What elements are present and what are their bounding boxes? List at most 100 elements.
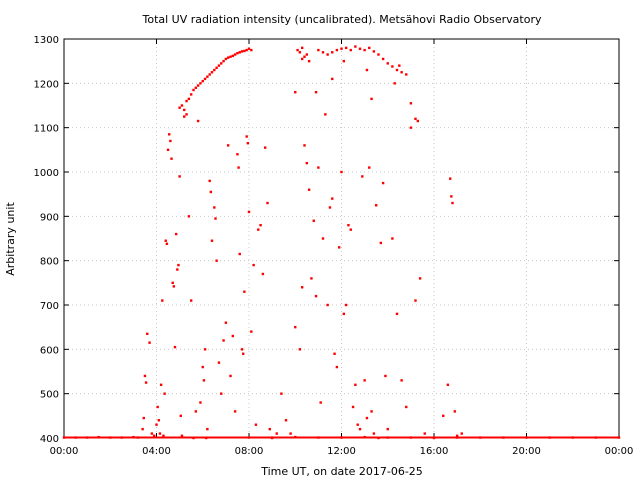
data-point bbox=[331, 51, 334, 54]
data-point bbox=[361, 175, 364, 178]
data-point bbox=[370, 410, 373, 413]
data-point bbox=[368, 46, 371, 50]
data-point bbox=[156, 405, 159, 409]
data-point bbox=[250, 48, 253, 52]
data-point bbox=[423, 432, 426, 435]
data-point bbox=[259, 224, 262, 227]
data-point bbox=[201, 79, 204, 83]
data-point bbox=[165, 242, 169, 246]
data-point bbox=[326, 53, 329, 56]
data-point bbox=[146, 332, 149, 336]
data-point bbox=[215, 259, 218, 262]
data-point bbox=[189, 93, 193, 96]
data-point bbox=[342, 312, 346, 316]
data-point bbox=[252, 263, 255, 267]
data-point bbox=[142, 416, 145, 420]
data-point bbox=[358, 47, 362, 50]
data-point bbox=[358, 427, 362, 431]
data-point bbox=[178, 175, 181, 178]
data-point bbox=[217, 64, 221, 67]
data-point bbox=[220, 62, 223, 65]
data-point bbox=[398, 64, 401, 67]
data-point bbox=[210, 71, 214, 74]
data-point bbox=[331, 77, 334, 81]
data-point bbox=[374, 204, 378, 207]
data-point bbox=[257, 228, 260, 231]
data-point bbox=[179, 414, 182, 418]
grid bbox=[64, 39, 619, 438]
data-point bbox=[326, 303, 329, 307]
data-point bbox=[331, 197, 334, 200]
data-point bbox=[347, 224, 350, 227]
data-point bbox=[168, 133, 171, 136]
data-point bbox=[229, 374, 232, 378]
data-point bbox=[377, 53, 380, 56]
data-point bbox=[384, 374, 387, 378]
data-point bbox=[180, 434, 184, 437]
data-point bbox=[210, 239, 214, 242]
data-point bbox=[319, 401, 322, 404]
data-point bbox=[400, 379, 403, 382]
data-point bbox=[174, 232, 178, 236]
data-point bbox=[305, 161, 309, 165]
data-point bbox=[372, 432, 376, 435]
data-point bbox=[237, 166, 240, 169]
data-point bbox=[203, 77, 207, 81]
data-point bbox=[314, 294, 318, 298]
data-point bbox=[381, 181, 385, 185]
data-point bbox=[192, 88, 195, 92]
data-point bbox=[162, 434, 165, 437]
data-point bbox=[196, 119, 200, 123]
data-point bbox=[294, 325, 297, 329]
data-point bbox=[222, 339, 225, 342]
x-tick-label: 08:00 bbox=[235, 446, 264, 457]
data-point bbox=[254, 423, 258, 426]
data-point bbox=[328, 206, 332, 209]
data-point bbox=[460, 432, 463, 435]
data-point bbox=[164, 239, 167, 242]
data-point bbox=[342, 59, 346, 63]
data-point bbox=[335, 365, 339, 369]
data-point bbox=[170, 157, 173, 160]
data-point bbox=[455, 434, 459, 437]
data-point bbox=[386, 62, 389, 65]
data-point bbox=[161, 299, 164, 302]
data-point bbox=[206, 75, 209, 78]
y-tick-label: 1100 bbox=[34, 124, 59, 135]
y-axis-label: Arbitrary unit bbox=[4, 202, 17, 276]
data-point bbox=[405, 73, 408, 76]
data-point bbox=[344, 46, 348, 50]
y-tick-label: 1300 bbox=[34, 35, 59, 46]
y-tick-label: 600 bbox=[40, 345, 59, 356]
data-point bbox=[450, 195, 453, 198]
data-point bbox=[275, 432, 278, 435]
data-point bbox=[209, 190, 213, 194]
data-point bbox=[220, 392, 223, 395]
plot-frame bbox=[63, 38, 620, 439]
data-point bbox=[386, 427, 389, 431]
data-point bbox=[453, 410, 457, 413]
data-point bbox=[152, 434, 156, 437]
data-point bbox=[180, 104, 184, 107]
data-point bbox=[158, 432, 162, 435]
data-point bbox=[226, 144, 230, 147]
data-point bbox=[203, 348, 207, 351]
data-point bbox=[187, 97, 191, 101]
data-point bbox=[187, 215, 191, 218]
data-point bbox=[202, 379, 206, 382]
data-point bbox=[261, 272, 265, 276]
data-point bbox=[418, 277, 422, 280]
data-point bbox=[236, 153, 239, 156]
data-point bbox=[141, 427, 144, 431]
data-point bbox=[243, 290, 246, 293]
data-point bbox=[365, 416, 369, 420]
data-point bbox=[351, 405, 355, 409]
data-point bbox=[451, 201, 454, 205]
data-point bbox=[194, 86, 198, 89]
y-tick-label: 1000 bbox=[34, 168, 59, 179]
data-point bbox=[224, 321, 228, 324]
data-point bbox=[199, 82, 202, 85]
data-point bbox=[300, 46, 304, 50]
x-tick-label: 00:00 bbox=[50, 446, 79, 457]
data-point bbox=[298, 348, 302, 351]
